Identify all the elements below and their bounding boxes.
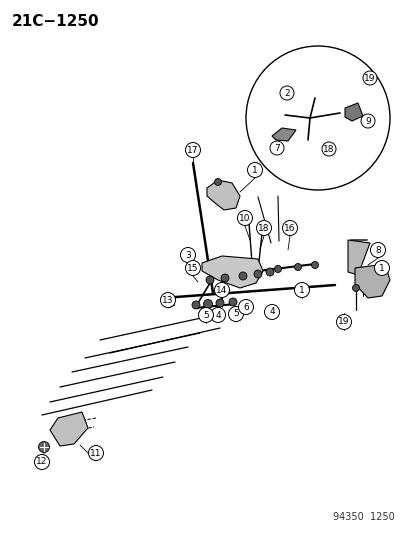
Circle shape — [311, 262, 318, 269]
Circle shape — [238, 272, 247, 280]
Circle shape — [280, 111, 288, 119]
Circle shape — [321, 142, 335, 156]
Text: 8: 8 — [374, 246, 380, 254]
Circle shape — [254, 270, 261, 278]
Circle shape — [88, 446, 103, 461]
Text: 12: 12 — [36, 457, 47, 466]
Text: 14: 14 — [216, 286, 227, 295]
Text: 1: 1 — [252, 166, 257, 174]
Text: 21C−1250: 21C−1250 — [12, 14, 100, 29]
Text: 2: 2 — [283, 88, 289, 98]
Circle shape — [360, 114, 374, 128]
Text: 19: 19 — [337, 318, 349, 327]
Text: 11: 11 — [90, 448, 102, 457]
Text: 1: 1 — [378, 263, 384, 272]
Circle shape — [214, 282, 229, 297]
Circle shape — [269, 141, 283, 155]
Circle shape — [228, 306, 243, 321]
Text: 94350  1250: 94350 1250 — [332, 512, 394, 522]
Text: 5: 5 — [203, 311, 209, 319]
Circle shape — [274, 265, 281, 272]
Circle shape — [237, 211, 252, 225]
Circle shape — [185, 261, 200, 276]
Text: 4: 4 — [268, 308, 274, 317]
Circle shape — [370, 243, 385, 257]
Circle shape — [279, 86, 293, 100]
Circle shape — [336, 314, 351, 329]
Circle shape — [203, 300, 212, 309]
Circle shape — [185, 142, 200, 157]
Circle shape — [245, 46, 389, 190]
Polygon shape — [50, 412, 88, 446]
Polygon shape — [347, 240, 369, 275]
Circle shape — [228, 298, 236, 306]
Circle shape — [374, 261, 389, 276]
Circle shape — [206, 276, 214, 284]
Polygon shape — [354, 264, 389, 298]
Circle shape — [335, 109, 343, 117]
Circle shape — [216, 299, 223, 307]
Circle shape — [264, 304, 279, 319]
Text: 3: 3 — [185, 251, 190, 260]
Circle shape — [294, 263, 301, 271]
Circle shape — [303, 136, 311, 144]
Circle shape — [34, 455, 50, 470]
Circle shape — [180, 247, 195, 262]
Text: 4: 4 — [215, 311, 220, 319]
Text: 15: 15 — [187, 263, 198, 272]
Circle shape — [354, 100, 360, 106]
Circle shape — [38, 441, 50, 453]
Text: 6: 6 — [242, 303, 248, 311]
Circle shape — [210, 308, 225, 322]
Text: 7: 7 — [273, 143, 279, 152]
Circle shape — [192, 301, 199, 309]
Circle shape — [282, 221, 297, 236]
Circle shape — [238, 300, 253, 314]
Text: 16: 16 — [284, 223, 295, 232]
Text: 9: 9 — [364, 117, 370, 125]
Polygon shape — [202, 256, 262, 288]
Circle shape — [256, 221, 271, 236]
Text: 10: 10 — [239, 214, 250, 222]
Text: 17: 17 — [187, 146, 198, 155]
Circle shape — [247, 163, 262, 177]
Circle shape — [266, 268, 273, 276]
Circle shape — [294, 282, 309, 297]
Circle shape — [362, 71, 376, 85]
Text: 18: 18 — [258, 223, 269, 232]
Circle shape — [351, 285, 358, 292]
Circle shape — [304, 113, 314, 123]
Text: 19: 19 — [363, 74, 375, 83]
Polygon shape — [344, 103, 362, 121]
Circle shape — [160, 293, 175, 308]
Text: 13: 13 — [162, 295, 173, 304]
Polygon shape — [271, 128, 295, 141]
Text: 5: 5 — [233, 310, 238, 319]
Text: 18: 18 — [323, 144, 334, 154]
Circle shape — [221, 274, 228, 282]
Polygon shape — [206, 180, 240, 210]
Circle shape — [198, 308, 213, 322]
Circle shape — [214, 179, 221, 185]
Text: 1: 1 — [299, 286, 304, 295]
